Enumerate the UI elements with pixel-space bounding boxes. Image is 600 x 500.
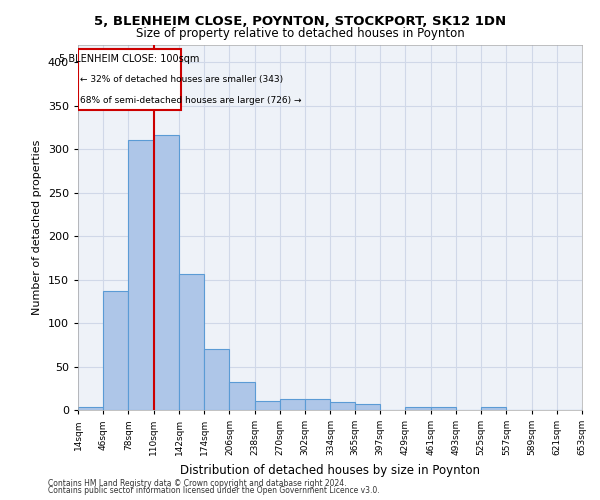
Bar xyxy=(128,140,154,410)
Text: 68% of semi-detached houses are larger (726) →: 68% of semi-detached houses are larger (… xyxy=(80,96,301,105)
Bar xyxy=(78,406,103,410)
Text: 5 BLENHEIM CLOSE: 100sqm: 5 BLENHEIM CLOSE: 100sqm xyxy=(59,54,199,64)
Text: Size of property relative to detached houses in Poynton: Size of property relative to detached ho… xyxy=(136,28,464,40)
Bar xyxy=(154,136,179,410)
Bar xyxy=(355,404,380,410)
Text: ← 32% of detached houses are smaller (343): ← 32% of detached houses are smaller (34… xyxy=(80,76,283,84)
X-axis label: Distribution of detached houses by size in Poynton: Distribution of detached houses by size … xyxy=(180,464,480,476)
FancyBboxPatch shape xyxy=(78,50,181,110)
Bar xyxy=(229,382,254,410)
Bar xyxy=(204,349,229,410)
Bar xyxy=(431,408,456,410)
Bar xyxy=(406,406,431,410)
Text: Contains HM Land Registry data © Crown copyright and database right 2024.: Contains HM Land Registry data © Crown c… xyxy=(48,478,347,488)
Bar xyxy=(481,408,506,410)
Bar xyxy=(179,274,204,410)
Bar xyxy=(582,408,600,410)
Bar xyxy=(331,402,355,410)
Text: Contains public sector information licensed under the Open Government Licence v3: Contains public sector information licen… xyxy=(48,486,380,495)
Bar xyxy=(305,398,331,410)
Bar xyxy=(280,398,305,410)
Bar xyxy=(254,402,280,410)
Text: 5, BLENHEIM CLOSE, POYNTON, STOCKPORT, SK12 1DN: 5, BLENHEIM CLOSE, POYNTON, STOCKPORT, S… xyxy=(94,15,506,28)
Bar xyxy=(103,291,128,410)
Y-axis label: Number of detached properties: Number of detached properties xyxy=(32,140,42,315)
